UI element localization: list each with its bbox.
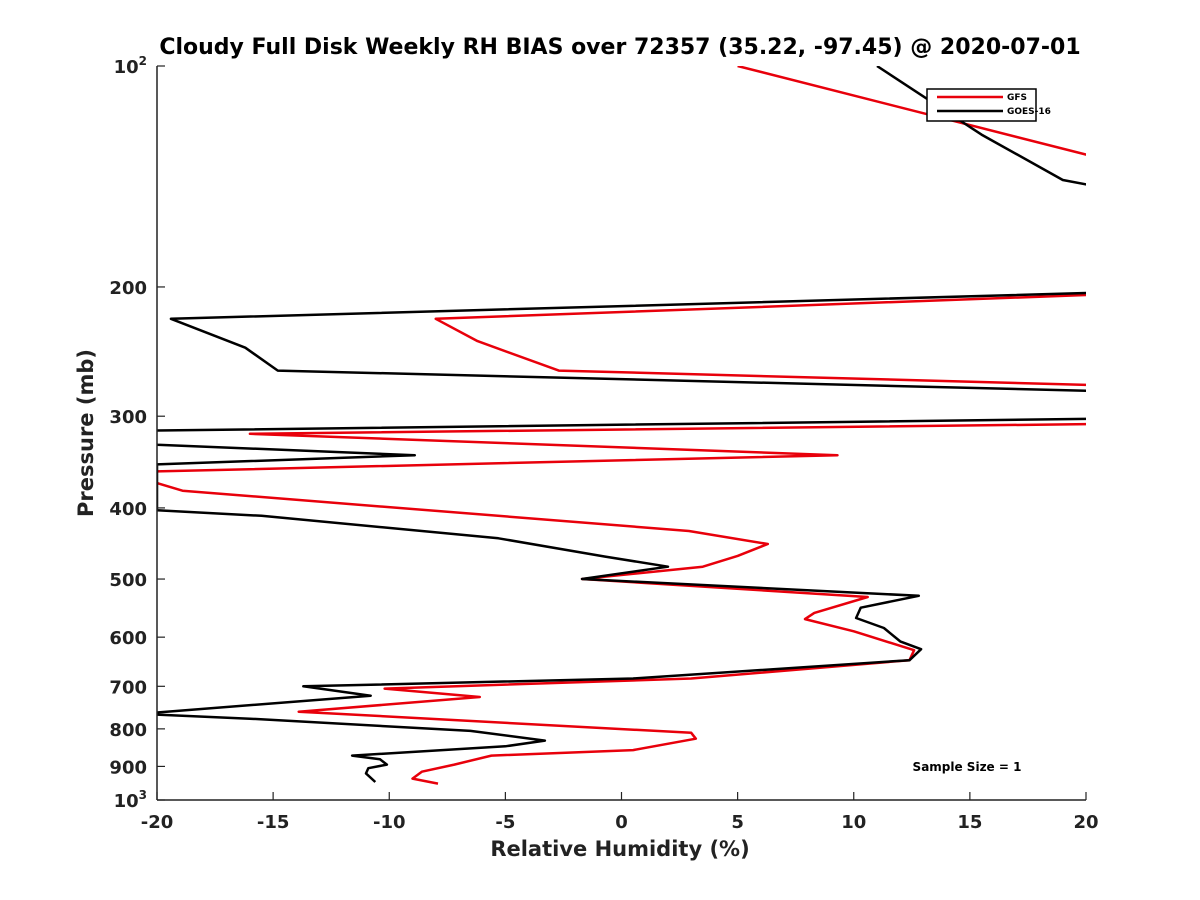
legend: GFS GOES-16 — [926, 88, 1051, 122]
series-line-gfs — [157, 66, 1086, 785]
y-tick-label: 102 — [114, 54, 147, 78]
x-tick-label: -20 — [141, 812, 174, 833]
y-tick-label: 700 — [109, 677, 147, 698]
x-tick-label: 20 — [1073, 812, 1098, 833]
y-axis-ticks: 102 200 300 400 500 600 700 800 900 103 — [109, 54, 165, 812]
legend-label-gfs: GFS — [1007, 93, 1027, 103]
chart-title: Cloudy Full Disk Weekly RH BIAS over 723… — [159, 35, 1080, 60]
x-tick-label: -15 — [257, 812, 290, 833]
y-tick-label: 500 — [109, 570, 147, 591]
x-tick-label: -5 — [495, 812, 515, 833]
x-tick-label: 10 — [841, 812, 866, 833]
y-tick-label: 300 — [109, 407, 147, 428]
y-tick-label: 800 — [109, 720, 147, 741]
series-layer — [157, 66, 1086, 785]
x-tick-label: -10 — [373, 812, 406, 833]
x-tick-label: 0 — [615, 812, 628, 833]
x-axis-label: Relative Humidity (%) — [490, 837, 749, 861]
x-axis-ticks: -20 -15 -10 -5 0 5 10 15 20 — [141, 792, 1099, 833]
legend-label-goes16: GOES-16 — [1007, 107, 1051, 117]
y-tick-label: 600 — [109, 628, 147, 649]
y-tick-label: 400 — [109, 499, 147, 520]
y-tick-label: 900 — [109, 757, 147, 778]
y-tick-label: 200 — [109, 278, 147, 299]
legend-box — [926, 88, 1037, 122]
series-line-goes16 — [157, 66, 1086, 783]
y-axis-label: Pressure (mb) — [74, 349, 98, 517]
x-tick-label: 15 — [957, 812, 982, 833]
sample-size-annotation: Sample Size = 1 — [913, 760, 1022, 774]
y-tick-label: 103 — [114, 788, 147, 812]
x-tick-label: 5 — [731, 812, 744, 833]
